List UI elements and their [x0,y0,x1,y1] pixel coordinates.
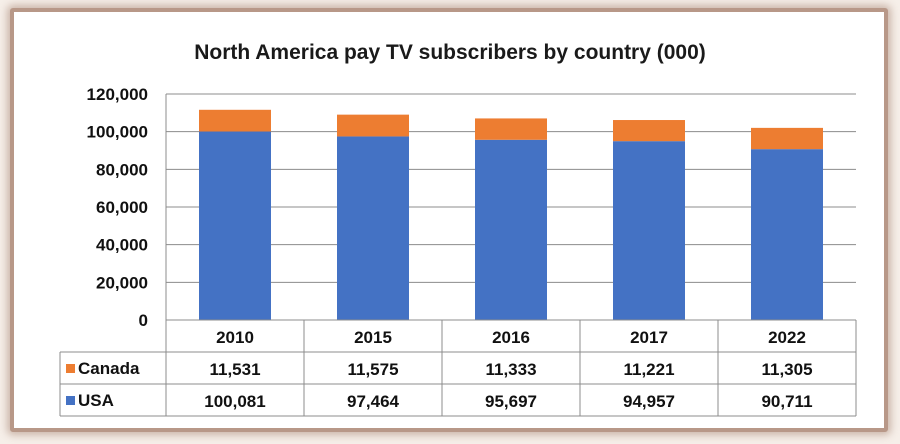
data-label: 95,697 [485,392,537,411]
data-label: 94,957 [623,392,675,411]
y-axis-ticks: 0 20,000 40,000 60,000 80,000 100,000 120,000 [87,85,148,330]
x-tick-label: 2010 [216,328,254,347]
x-tick-label: 2017 [630,328,668,347]
bar-usa-2010 [199,131,271,320]
data-label: 11,305 [761,360,812,379]
data-label: 11,531 [209,360,260,379]
y-tick-label: 80,000 [96,160,148,179]
bar-usa-2022 [751,149,823,320]
y-tick-label: 100,000 [87,123,148,142]
data-label: 100,081 [204,392,265,411]
x-tick-label: 2015 [354,328,392,347]
y-tick-label: 120,000 [87,85,148,104]
data-label: 90,711 [761,392,812,411]
bar-usa-2015 [337,136,409,320]
bar-usa-2016 [475,139,547,320]
bar-canada-2015 [337,114,409,137]
data-table: 2010 2015 2016 2017 2022 Canada 11,531 11,575 11… [59,319,857,417]
data-label: 11,221 [623,360,674,379]
legend-label-usa: USA [78,391,114,410]
y-tick-label: 60,000 [96,198,148,217]
data-label: 11,333 [485,360,536,379]
y-tick-label: 20,000 [96,273,148,292]
bar-canada-2017 [613,120,685,142]
chart-frame [10,8,888,432]
legend-key-canada [66,364,75,373]
x-tick-label: 2022 [768,328,806,347]
y-tick-label: 0 [139,311,148,330]
chart-title: North America pay TV subscribers by coun… [194,41,706,64]
y-tick-label: 40,000 [96,236,148,255]
bar-usa-2017 [613,141,685,320]
legend-label-canada: Canada [78,359,140,378]
legend-key-usa [66,396,75,405]
data-label: 97,464 [347,392,400,411]
bars [199,109,823,320]
x-tick-label: 2016 [492,328,530,347]
bar-canada-2010 [199,109,271,132]
data-label: 11,575 [347,360,398,379]
bar-canada-2022 [751,127,823,150]
bar-canada-2016 [475,118,547,140]
